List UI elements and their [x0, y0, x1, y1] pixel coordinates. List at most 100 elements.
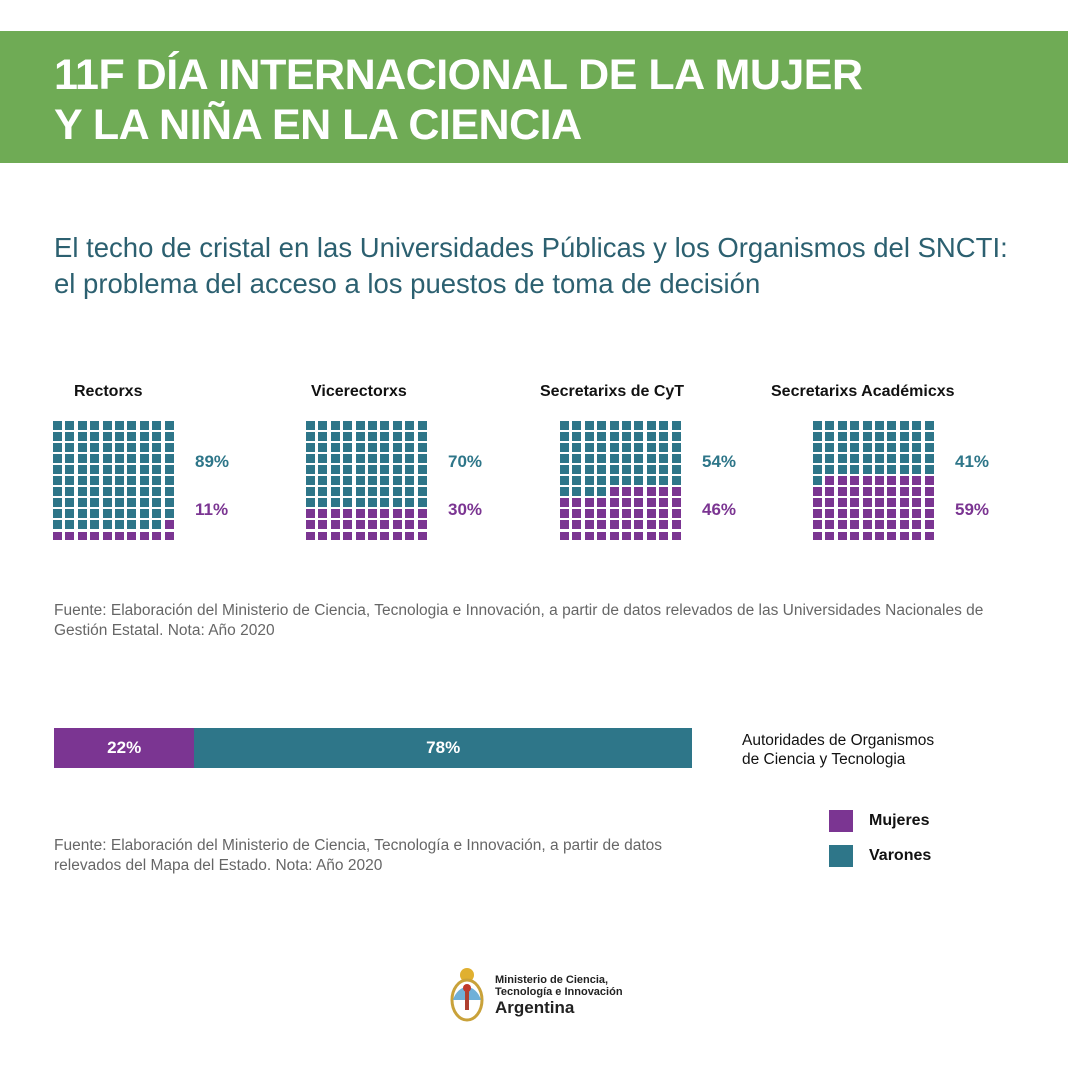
waffle-cell-varones — [65, 498, 75, 507]
waffle-cell-varones — [924, 465, 934, 474]
waffle-cell-varones — [584, 465, 594, 474]
waffle-cell-varones — [659, 454, 669, 463]
waffle-cell-mujeres — [368, 520, 377, 529]
waffle-cell-varones — [152, 443, 162, 452]
waffle-cell-varones — [306, 443, 315, 452]
waffle-cell-varones — [634, 454, 644, 463]
waffle-cell-varones — [53, 421, 62, 430]
waffle-cell-varones — [646, 443, 656, 452]
waffle-cell-varones — [560, 454, 569, 463]
waffle-cell-mujeres — [850, 520, 860, 529]
waffle-cell-varones — [152, 432, 162, 441]
waffle-cell-varones — [330, 421, 340, 430]
bar-segment-mujeres: 22% — [54, 728, 195, 768]
waffle-cell-mujeres — [924, 476, 934, 485]
waffle-cell-varones — [634, 465, 644, 474]
waffle-cell-varones — [102, 465, 112, 474]
waffle-cell-varones — [887, 465, 897, 474]
waffle-cell-varones — [392, 476, 402, 485]
waffle-cell-varones — [127, 421, 137, 430]
pct-varones: 54% — [702, 452, 737, 471]
waffle-cell-varones — [164, 487, 174, 496]
waffle-cell-mujeres — [912, 498, 922, 507]
waffle-cell-mujeres — [597, 531, 607, 540]
waffle-cell-mujeres — [862, 476, 872, 485]
waffle-cell-varones — [380, 487, 390, 496]
waffle-cell-varones — [924, 432, 934, 441]
waffle-cell-mujeres — [609, 520, 619, 529]
waffle-cell-mujeres — [330, 520, 340, 529]
waffle-cell-varones — [837, 443, 847, 452]
waffle-cell-mujeres — [355, 509, 365, 518]
waffle-cell-varones — [659, 432, 669, 441]
waffle-cell-varones — [572, 487, 582, 496]
waffle-cell-varones — [572, 454, 582, 463]
waffle-cell-mujeres — [392, 531, 402, 540]
waffle-cell-mujeres — [837, 520, 847, 529]
waffle-cell-varones — [597, 432, 607, 441]
waffle-cell-varones — [306, 421, 315, 430]
waffle-cell-varones — [127, 487, 137, 496]
waffle-cell-varones — [152, 498, 162, 507]
waffle-cell-varones — [127, 443, 137, 452]
waffle-cell-varones — [392, 498, 402, 507]
waffle-cell-varones — [887, 454, 897, 463]
waffle-cell-mujeres — [405, 520, 415, 529]
waffle-cell-varones — [164, 432, 174, 441]
waffle-cell-varones — [622, 465, 631, 474]
waffle-cell-varones — [90, 476, 100, 485]
header-title-line1: 11F DÍA INTERNACIONAL DE LA MUJER — [54, 51, 863, 99]
waffle-cell-varones — [572, 443, 582, 452]
waffle-cell-varones — [912, 432, 922, 441]
waffle-cell-varones — [837, 465, 847, 474]
waffle-cell-varones — [65, 454, 75, 463]
waffle-cell-varones — [53, 476, 62, 485]
waffle-cell-mujeres — [330, 531, 340, 540]
waffle-cell-mujeres — [343, 509, 353, 518]
waffle-cell-mujeres — [899, 509, 909, 518]
waffle-cell-varones — [634, 421, 644, 430]
waffle-cell-mujeres — [355, 520, 365, 529]
waffle-cell-varones — [102, 509, 112, 518]
waffle-cell-mujeres — [862, 487, 872, 496]
waffle-cell-varones — [634, 476, 644, 485]
waffle-cell-mujeres — [887, 520, 897, 529]
waffle-cell-varones — [355, 432, 365, 441]
waffle-cell-varones — [392, 421, 402, 430]
waffle-cell-varones — [862, 443, 872, 452]
waffle-cell-varones — [584, 476, 594, 485]
waffle-cell-varones — [380, 443, 390, 452]
waffle-cell-varones — [90, 432, 100, 441]
waffle-cell-mujeres — [634, 531, 644, 540]
waffle-cell-mujeres — [671, 487, 681, 496]
waffle-cell-varones — [862, 454, 872, 463]
waffle-cell-varones — [405, 476, 415, 485]
waffle-cell-varones — [875, 421, 884, 430]
waffle-cell-mujeres — [609, 487, 619, 496]
waffle-cell-varones — [330, 465, 340, 474]
waffle-cell-varones — [837, 454, 847, 463]
pct-varones: 89% — [195, 452, 230, 471]
waffle-cell-varones — [368, 476, 377, 485]
waffle-cell-varones — [850, 465, 860, 474]
waffle-cell-mujeres — [837, 487, 847, 496]
waffle-cell-mujeres — [622, 531, 631, 540]
waffle-cell-mujeres — [862, 498, 872, 507]
waffle-cell-varones — [875, 465, 884, 474]
waffle-cell-mujeres — [152, 531, 162, 540]
waffle-title: Secretarixs de CyT — [540, 383, 685, 400]
waffle-cell-mujeres — [646, 520, 656, 529]
waffle-cell-mujeres — [924, 531, 934, 540]
waffle-cell-mujeres — [875, 476, 884, 485]
waffle-cell-varones — [609, 476, 619, 485]
waffle-cell-varones — [899, 443, 909, 452]
waffle-cell-varones — [646, 465, 656, 474]
waffle-cell-varones — [659, 476, 669, 485]
waffle-cell-mujeres — [862, 520, 872, 529]
waffle-cell-varones — [417, 432, 427, 441]
waffle-cell-mujeres — [813, 509, 822, 518]
waffle-cell-mujeres — [609, 509, 619, 518]
waffle-cell-varones — [152, 520, 162, 529]
waffle-cell-varones — [609, 465, 619, 474]
waffle-cell-varones — [899, 454, 909, 463]
